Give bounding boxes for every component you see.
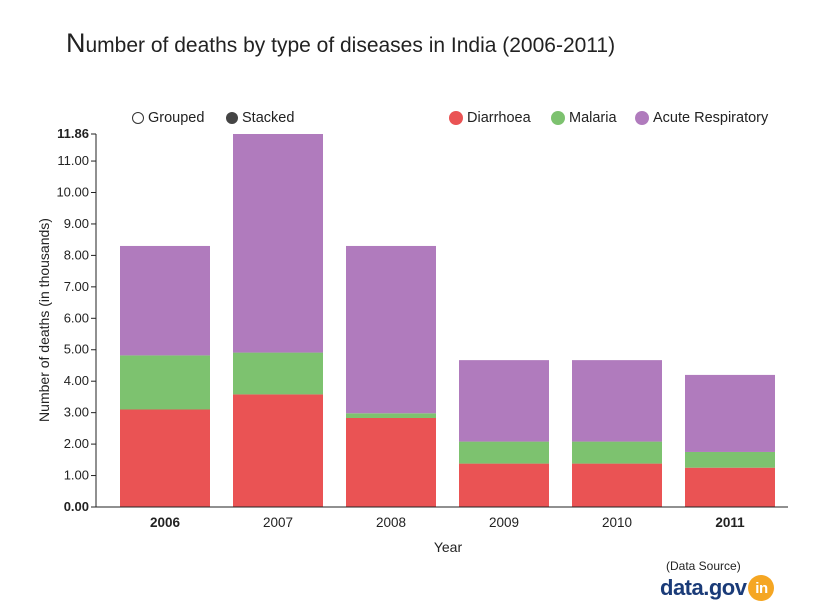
bar-2007-diarrhoea[interactable] bbox=[233, 394, 323, 507]
y-tick-label: 5.00 bbox=[64, 342, 89, 357]
x-tick-label: 2011 bbox=[715, 515, 745, 530]
x-tick-label: 2007 bbox=[263, 515, 293, 530]
bar-2011-acute-respiratory[interactable] bbox=[685, 374, 775, 452]
x-tick-label: 2010 bbox=[602, 515, 632, 530]
bar-2006-malaria[interactable] bbox=[120, 355, 210, 410]
bar-2010-malaria[interactable] bbox=[572, 441, 662, 464]
y-tick-label: 11.86 bbox=[57, 126, 89, 141]
bar-2009-acute-respiratory[interactable] bbox=[459, 360, 549, 442]
y-tick-label: 11.00 bbox=[57, 153, 89, 168]
data-gov-logo[interactable]: data.gov in bbox=[660, 575, 775, 601]
bar-2011-malaria[interactable] bbox=[685, 451, 775, 468]
bar-2010-acute-respiratory[interactable] bbox=[572, 360, 662, 442]
y-tick-label: 10.00 bbox=[56, 184, 89, 199]
bar-2007-acute-respiratory[interactable] bbox=[233, 134, 323, 353]
y-tick-label: 6.00 bbox=[64, 310, 89, 325]
y-tick-label: 2.00 bbox=[64, 436, 89, 451]
y-axis-label: Number of deaths (in thousands) bbox=[36, 218, 52, 422]
legend-item-diarrhoea[interactable]: Diarrhoea bbox=[449, 110, 531, 126]
bar-2008-diarrhoea[interactable] bbox=[346, 417, 436, 507]
y-tick-label: 4.00 bbox=[64, 373, 89, 388]
data-source-label: (Data Source) bbox=[666, 559, 741, 573]
bar-2006-acute-respiratory[interactable] bbox=[120, 245, 210, 356]
bar-2009-diarrhoea[interactable] bbox=[459, 463, 549, 507]
y-tick-label: 0.00 bbox=[64, 499, 89, 514]
bar-2011-diarrhoea[interactable] bbox=[685, 467, 775, 507]
x-tick-label: 2009 bbox=[489, 515, 519, 530]
grouped-toggle[interactable]: Grouped bbox=[132, 110, 204, 126]
legend-dot-malaria-icon bbox=[551, 111, 565, 125]
y-tick-label: 3.00 bbox=[64, 405, 89, 420]
bar-2009-malaria[interactable] bbox=[459, 441, 549, 464]
title-rest: umber of deaths by type of diseases in I… bbox=[85, 34, 616, 57]
legend-label-acute-respiratory: Acute Respiratory bbox=[653, 110, 769, 126]
legend-dot-diarrhoea-icon bbox=[449, 111, 463, 125]
x-tick-label: 2008 bbox=[376, 515, 406, 530]
chart-title: Number of deaths by type of diseases in … bbox=[66, 28, 615, 59]
stacked-toggle[interactable]: Stacked bbox=[226, 110, 294, 126]
bar-2006-diarrhoea[interactable] bbox=[120, 409, 210, 507]
grouped-label: Grouped bbox=[148, 110, 205, 126]
title-first-letter: N bbox=[66, 28, 86, 58]
legend-label-malaria: Malaria bbox=[569, 110, 617, 126]
bar-2008-malaria[interactable] bbox=[346, 413, 436, 418]
x-tick-label: 2006 bbox=[150, 515, 181, 530]
logo-text: data.gov bbox=[660, 575, 747, 600]
bar-2010-diarrhoea[interactable] bbox=[572, 463, 662, 507]
legend-label-diarrhoea: Diarrhoea bbox=[467, 110, 531, 126]
y-tick-label: 1.00 bbox=[64, 468, 89, 483]
legend-dot-acute-respiratory-icon bbox=[635, 111, 649, 125]
legend-item-acute-respiratory[interactable]: Acute Respiratory bbox=[635, 110, 768, 126]
bar-2008-acute-respiratory[interactable] bbox=[346, 245, 436, 414]
stacked-radio-icon[interactable] bbox=[226, 112, 238, 124]
y-tick-label: 9.00 bbox=[64, 216, 89, 231]
x-axis-label: Year bbox=[434, 539, 463, 555]
y-tick-label: 7.00 bbox=[64, 279, 89, 294]
logo-badge-icon: in bbox=[748, 575, 775, 601]
stacked-label: Stacked bbox=[242, 110, 295, 126]
y-tick-label: 8.00 bbox=[64, 247, 89, 262]
legend-item-malaria[interactable]: Malaria bbox=[551, 110, 617, 126]
grouped-radio-icon[interactable] bbox=[132, 112, 144, 124]
bar-2007-malaria[interactable] bbox=[233, 352, 323, 395]
